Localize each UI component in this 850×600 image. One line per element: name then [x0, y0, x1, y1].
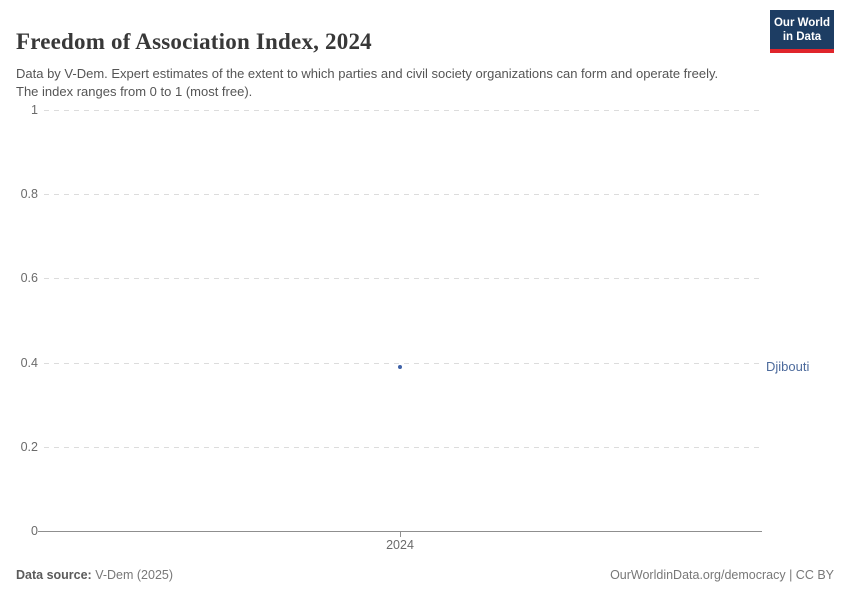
chart-footer: Data source: V-Dem (2025) OurWorldinData… — [16, 568, 834, 582]
data-source-note: Data source: V-Dem (2025) — [16, 568, 173, 582]
y-tick-label-0.4: 0.4 — [20, 355, 38, 370]
gridline-y-0.4 — [44, 362, 762, 364]
owid-logo-text: Our World in Data — [770, 16, 834, 49]
gridline-y-0.8 — [44, 194, 762, 196]
data-point-djibouti[interactable] — [398, 364, 402, 369]
x-axis-line — [38, 531, 762, 532]
gridline-y-0.2 — [44, 446, 762, 448]
owid-logo-accent-bar — [770, 49, 834, 53]
attribution-link[interactable]: OurWorldinData.org/democracy | CC BY — [610, 568, 834, 582]
owid-logo-line1: Our World — [773, 17, 830, 29]
y-tick-label-0: 0 — [31, 524, 38, 538]
owid-logo-line2: in Data — [782, 31, 822, 43]
chart-subtitle: Data by V-Dem. Expert estimates of the e… — [16, 66, 719, 99]
y-tick-label-0.2: 0.2 — [20, 439, 38, 454]
chart-title: Freedom of Association Index, 2024 — [16, 29, 372, 55]
data-source-value: V-Dem (2025) — [91, 568, 174, 582]
gridline-y-0.6 — [44, 278, 762, 280]
y-tick-label-1: 1 — [31, 103, 38, 117]
y-tick-label-0.8: 0.8 — [20, 187, 38, 202]
owid-logo[interactable]: Our World in Data — [770, 10, 834, 53]
series-label-djibouti[interactable]: Djibouti — [766, 358, 810, 374]
data-source-label: Data source: — [16, 568, 92, 582]
x-tick-2024 — [400, 532, 401, 537]
gridline-y-1 — [44, 110, 762, 111]
y-tick-label-0.6: 0.6 — [20, 271, 38, 286]
x-tick-label-2024: 2024 — [386, 538, 414, 552]
